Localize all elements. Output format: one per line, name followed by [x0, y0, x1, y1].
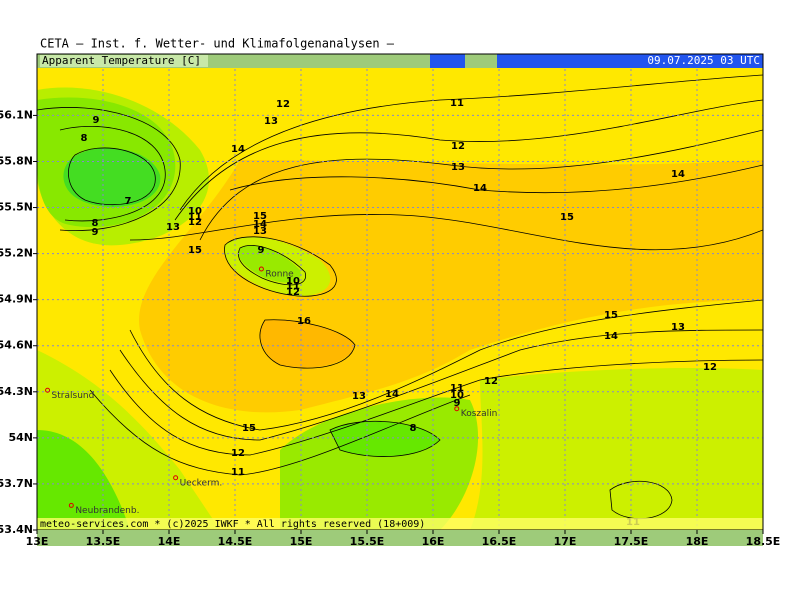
footer: meteo-services.com * (c)2025 IWKF * All … — [40, 519, 425, 530]
contour-label: 13 — [264, 116, 278, 127]
contour-label: 9 — [258, 245, 265, 256]
contour-label: 8 — [410, 423, 417, 434]
contour-label: 9 — [93, 115, 100, 126]
x-tick-label: 15E — [290, 535, 313, 548]
contour-label: 9 — [92, 227, 99, 238]
x-tick-label: 16E — [422, 535, 445, 548]
contour-label: 13 — [671, 322, 685, 333]
contour-label: 13 — [451, 162, 465, 173]
contour-label: 8 — [92, 218, 99, 229]
contour-label: 9 — [454, 398, 461, 409]
grid — [37, 54, 763, 530]
contour-label: 12 — [484, 376, 498, 387]
contour-label: 11 — [450, 98, 464, 109]
city-label: Neubrandenb. — [75, 506, 139, 516]
y-tick-label: 55.5N — [0, 201, 33, 214]
contour-label: 14 — [253, 219, 267, 230]
contour-label: 14 — [604, 331, 618, 342]
title-bar-segment — [430, 54, 465, 68]
contour-label: 16 — [297, 316, 311, 327]
contour-label: 14 — [473, 183, 487, 194]
footer-bar — [37, 518, 763, 530]
city-marker — [258, 266, 264, 272]
y-tick-label: 53.7N — [0, 477, 33, 490]
zone — [260, 319, 355, 368]
city-label: Stralsund — [52, 391, 95, 401]
zone — [238, 245, 301, 283]
contour-label: 7 — [125, 196, 132, 207]
city-label: Koszalin — [461, 409, 498, 419]
axes: 13E 13.5E 14E 14.5E 15E 15.5E 16E 16.5E 17E 17.5E… — [0, 108, 780, 548]
contour-label: 12 — [286, 287, 300, 298]
city-marker — [454, 406, 460, 412]
contour-label: 11 — [286, 281, 300, 292]
zone — [37, 430, 130, 530]
y-tick-label: 54.3N — [0, 385, 33, 398]
title-box — [40, 55, 208, 67]
title-bar-segment — [497, 54, 763, 68]
header: CETA — Inst. f. Wetter- und Klimafolgena… — [40, 37, 395, 51]
x-tick-label: 17E — [554, 535, 577, 548]
x-tick-label: 16.5E — [482, 535, 517, 548]
y-tick-label: 56.1N — [0, 108, 33, 121]
map-time: 09.07.2025 03 UTC — [647, 54, 760, 67]
contour-label: 14 — [385, 389, 399, 400]
x-tick-label: 18.5E — [746, 535, 781, 548]
x-tick-label: 18E — [686, 535, 709, 548]
contour-label: 12 — [276, 99, 290, 110]
city-label: Ronne — [265, 269, 294, 279]
city-marker — [68, 502, 74, 508]
contour-label: 12 — [231, 448, 245, 459]
contour-label: 15 — [560, 212, 574, 223]
contour-label: 13 — [166, 222, 180, 233]
x-axis-bar — [37, 530, 763, 546]
y-tick-label: 54.9N — [0, 293, 33, 306]
contour-label: 10 — [286, 276, 300, 287]
contour-label: 15 — [242, 423, 256, 434]
city-label: Ueckerm. — [180, 478, 223, 488]
x-tick-label: 14.5E — [218, 535, 253, 548]
contour-label: 13 — [352, 391, 366, 402]
city-marker — [45, 387, 51, 393]
contour-label: 12 — [703, 362, 717, 373]
contour-label: 15 — [604, 310, 618, 321]
x-tick-label: 15.5E — [350, 535, 385, 548]
contour-label: 12 — [188, 217, 202, 228]
y-tick-label: 53.4N — [0, 523, 33, 536]
cities: Ronne Stralsund Koszalin Ueckerm. Neubranden… — [45, 266, 498, 516]
y-tick-label: 55.8N — [0, 154, 33, 167]
contour-label: 10 — [188, 206, 202, 217]
y-tick-label: 55.2N — [0, 247, 33, 260]
zone — [330, 421, 440, 457]
contour-label: 10 — [450, 390, 464, 401]
y-tick-label: 54N — [8, 431, 33, 444]
zone — [280, 397, 479, 530]
contour-label: 12 — [451, 141, 465, 152]
contour-label: 15 — [188, 245, 202, 256]
x-tick-label: 13.5E — [86, 535, 121, 548]
x-tick-label: 13E — [26, 535, 49, 548]
x-tick-label: 14E — [158, 535, 181, 548]
contour-label: 8 — [81, 133, 88, 144]
map-title: Apparent Temperature [C] — [42, 54, 201, 67]
contour-label: 13 — [253, 226, 267, 237]
city-marker — [173, 475, 179, 481]
zone — [63, 148, 161, 207]
contour-label: 15 — [253, 211, 267, 222]
contour-label: 14 — [671, 169, 685, 180]
contour-label: 11 — [231, 467, 245, 478]
contour-label: 11 — [188, 212, 202, 223]
contour-label: 14 — [231, 144, 245, 155]
y-tick-label: 54.6N — [0, 339, 33, 352]
zone — [470, 368, 763, 530]
contour-label: 11 — [450, 383, 464, 394]
x-tick-label: 17.5E — [614, 535, 649, 548]
